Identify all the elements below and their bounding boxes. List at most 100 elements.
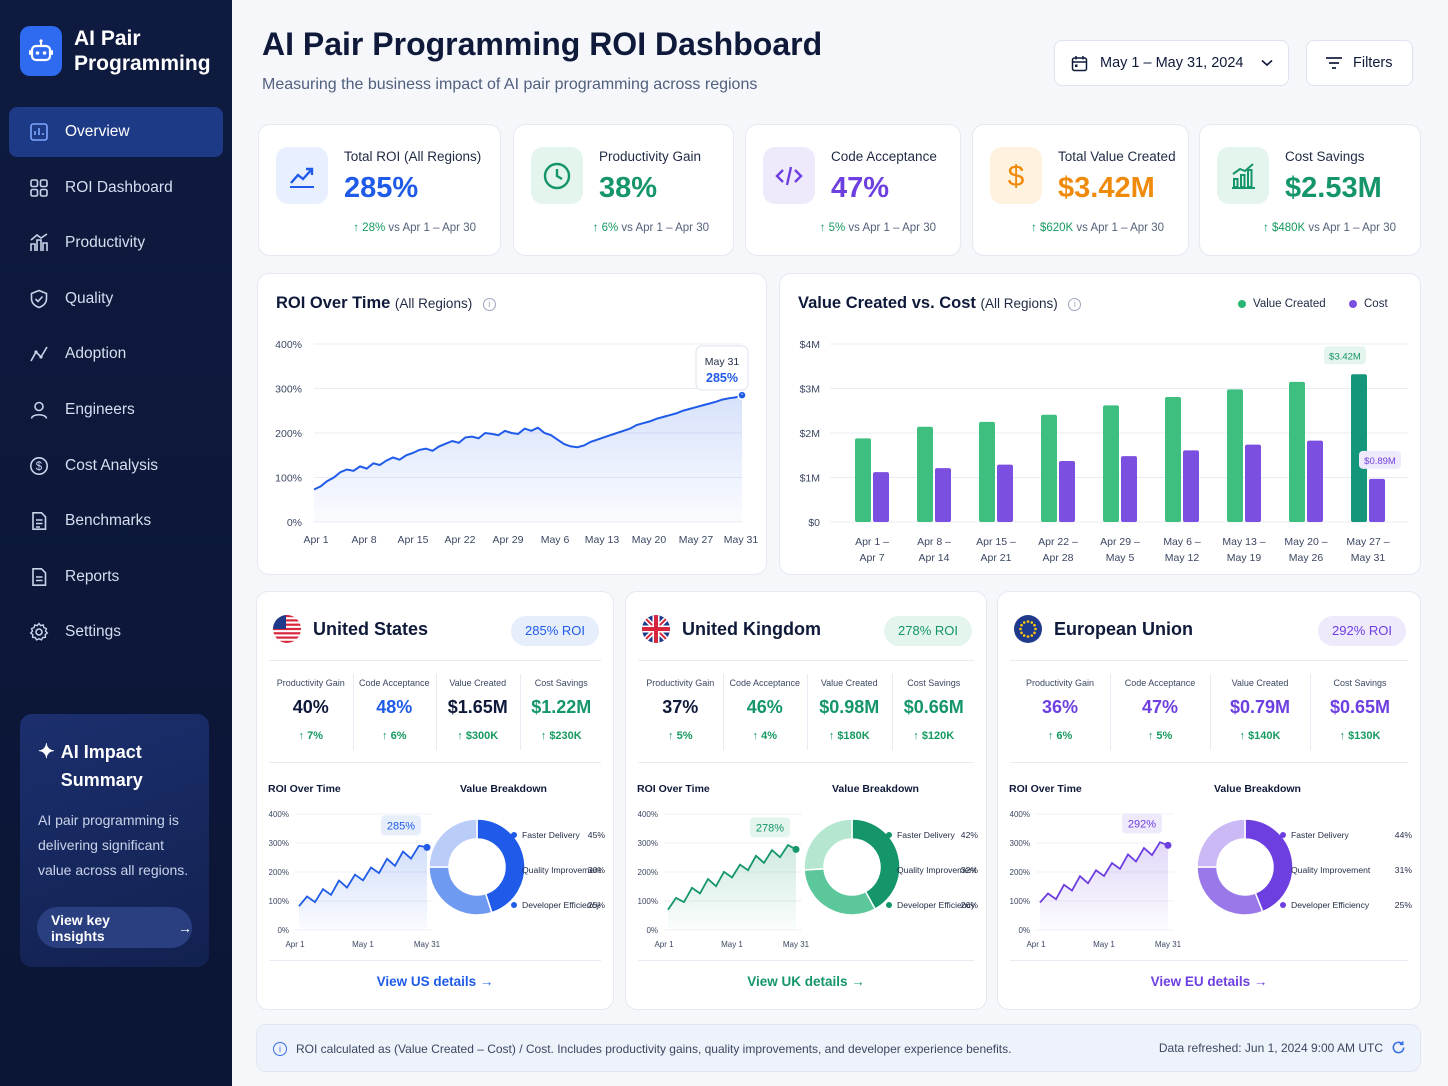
view-region-details-link[interactable]: View UK details → <box>626 974 986 989</box>
overview-icon <box>30 123 48 141</box>
sidebar-item-label: Productivity <box>65 234 146 252</box>
kpi-card-total-roi-all-regions[interactable]: Total ROI (All Regions) 285% ↑ 28% vs Apr … <box>258 124 501 256</box>
metric-value: 47% <box>1141 697 1179 717</box>
filters-button[interactable]: Filters <box>1306 40 1413 86</box>
legend-label: Value Created <box>1253 298 1326 310</box>
donut-slice[interactable] <box>428 818 478 868</box>
breakdown-pct: 42% <box>960 830 978 840</box>
metric-delta: ↑ 4% <box>723 730 808 742</box>
x-tick-label: May 12 <box>1165 552 1200 564</box>
metric-label: Value Created <box>449 678 507 688</box>
x-tick-label: May 26 <box>1289 552 1324 564</box>
bar-value-created[interactable] <box>979 421 995 522</box>
metric-value: $1.22M <box>531 697 592 717</box>
kpi-label: Code Acceptance <box>831 149 937 164</box>
y-tick-label: 400% <box>269 810 289 819</box>
donut-slice[interactable] <box>803 867 877 916</box>
bar-cost[interactable] <box>935 468 951 522</box>
bar-value-created[interactable] <box>1289 381 1305 522</box>
dollar-icon: $ <box>30 456 48 475</box>
x-tick-label: May 27 <box>679 534 714 546</box>
bar-value-created[interactable] <box>1227 389 1243 522</box>
kpi-compare: vs Apr 1 – Apr 30 <box>388 222 476 234</box>
bar-cost[interactable] <box>1369 478 1385 522</box>
bar-value-created[interactable] <box>917 426 933 522</box>
refresh-icon[interactable] <box>1391 1040 1406 1055</box>
donut-slice[interactable] <box>428 866 493 916</box>
page-title: AI Pair Programming ROI Dashboard <box>262 26 823 62</box>
bar-cost[interactable] <box>1245 444 1261 522</box>
mini-roi-area <box>668 845 796 930</box>
donut-slice[interactable] <box>803 818 853 871</box>
bar-cost[interactable] <box>1307 440 1323 522</box>
metric-delta-value: 5% <box>1156 730 1173 742</box>
bar-value-created[interactable] <box>855 438 871 522</box>
breakdown-item: Developer Efficiency <box>886 900 975 910</box>
sidebar-item-benchmarks[interactable]: Benchmarks <box>9 496 223 546</box>
arrow-up-icon: ↑ <box>592 222 602 234</box>
info-icon[interactable]: i <box>1068 298 1082 311</box>
breakdown-pct: 30% <box>587 865 605 875</box>
region-name: European Union <box>1054 619 1193 639</box>
sidebar-item-engineers[interactable]: Engineers <box>9 385 223 435</box>
metric-delta-value: 6% <box>1056 730 1073 742</box>
y-tick-label: 0% <box>646 926 658 935</box>
y-tick-label: $4M <box>800 339 820 351</box>
divider <box>1010 762 1408 763</box>
breakdown-pct: 25% <box>587 900 605 910</box>
sidebar-item-quality[interactable]: Quality <box>9 274 223 324</box>
bar-cost[interactable] <box>1183 450 1199 522</box>
region-metric-productivity-gain: Productivity Gain 37% ↑ 5% <box>638 678 723 742</box>
filter-icon <box>1326 57 1342 69</box>
metric-delta: ↑ 7% <box>269 730 353 742</box>
bar-value-created[interactable] <box>1103 405 1119 522</box>
sidebar-item-adoption[interactable]: Adoption <box>9 329 223 379</box>
bar-cost[interactable] <box>873 472 889 522</box>
date-range-picker[interactable]: May 1 – May 31, 2024 <box>1054 40 1289 86</box>
roi-tooltip <box>695 345 749 391</box>
arrow-right-icon: → <box>1250 974 1268 989</box>
impact-title-line2: Summary <box>60 770 143 790</box>
x-tick-label: Apr 22 – <box>1038 536 1078 548</box>
mini-roi-endpoint[interactable] <box>423 843 431 851</box>
x-tick-label: Apr 22 <box>445 534 476 546</box>
view-region-details-link[interactable]: View EU details → <box>998 974 1420 989</box>
kpi-card-code-acceptance[interactable]: Code Acceptance 47% ↑ 5% vs Apr 1 – Apr 30 <box>745 124 961 256</box>
mini-roi-endpoint[interactable] <box>792 845 800 853</box>
breakdown-label: Developer Efficiency <box>1291 900 1370 910</box>
view-region-details-link[interactable]: View US details → <box>257 974 613 989</box>
sidebar-item-reports[interactable]: Reports <box>9 552 223 602</box>
sidebar-nav: Overview ROI Dashboard Productivity Quality… <box>9 107 223 663</box>
ai-impact-summary: ✦ AI Impact Summary AI pair programming i… <box>20 714 209 967</box>
info-icon[interactable]: i <box>482 298 496 311</box>
bar-value-created[interactable] <box>1165 396 1181 522</box>
bar-value-created[interactable] <box>1041 414 1057 522</box>
region-metric-cost-savings: Cost Savings $1.22M ↑ $230K <box>520 678 604 742</box>
donut-slice[interactable] <box>1196 866 1264 916</box>
kpi-card-cost-savings[interactable]: Cost Savings $2.53M ↑ $480K vs Apr 1 – Apr… <box>1199 124 1421 256</box>
sidebar-item-settings[interactable]: Settings <box>9 607 223 657</box>
kpi-compare: vs Apr 1 – Apr 30 <box>621 222 709 234</box>
value-tag-text: $3.42M <box>1329 351 1361 362</box>
donut-slice[interactable] <box>1196 818 1246 868</box>
bar-value-created[interactable] <box>1351 374 1367 522</box>
sidebar-item-productivity[interactable]: Productivity <box>9 218 223 268</box>
brand[interactable]: AI Pair Programming <box>20 26 214 76</box>
metric-delta-value: 7% <box>307 730 323 742</box>
arrow-right-icon: → <box>476 974 494 989</box>
region-name: United Kingdom <box>682 619 821 639</box>
sidebar-item-overview[interactable]: Overview <box>9 107 223 157</box>
bar-cost[interactable] <box>1121 456 1137 522</box>
x-tick-label: May 31 <box>724 534 759 546</box>
sidebar-item-cost-analysis[interactable]: $ Cost Analysis <box>9 441 223 491</box>
grid-icon <box>30 178 48 197</box>
sidebar-item-roi-dashboard[interactable]: ROI Dashboard <box>9 163 223 213</box>
bar-cost[interactable] <box>997 464 1013 522</box>
region-card-united-states: United States 285% ROI Productivity Gain 40… <box>256 591 614 1010</box>
mini-roi-endpoint[interactable] <box>1164 841 1172 849</box>
donut-slice[interactable] <box>851 818 901 911</box>
bar-cost[interactable] <box>1059 461 1075 522</box>
kpi-card-productivity-gain[interactable]: Productivity Gain 38% ↑ 6% vs Apr 1 – Apr … <box>513 124 734 256</box>
kpi-card-total-value-created[interactable]: $ Total Value Created $3.42M ↑ $620K vs Apr… <box>972 124 1189 256</box>
view-key-insights-button[interactable]: View key insights → <box>37 907 192 948</box>
